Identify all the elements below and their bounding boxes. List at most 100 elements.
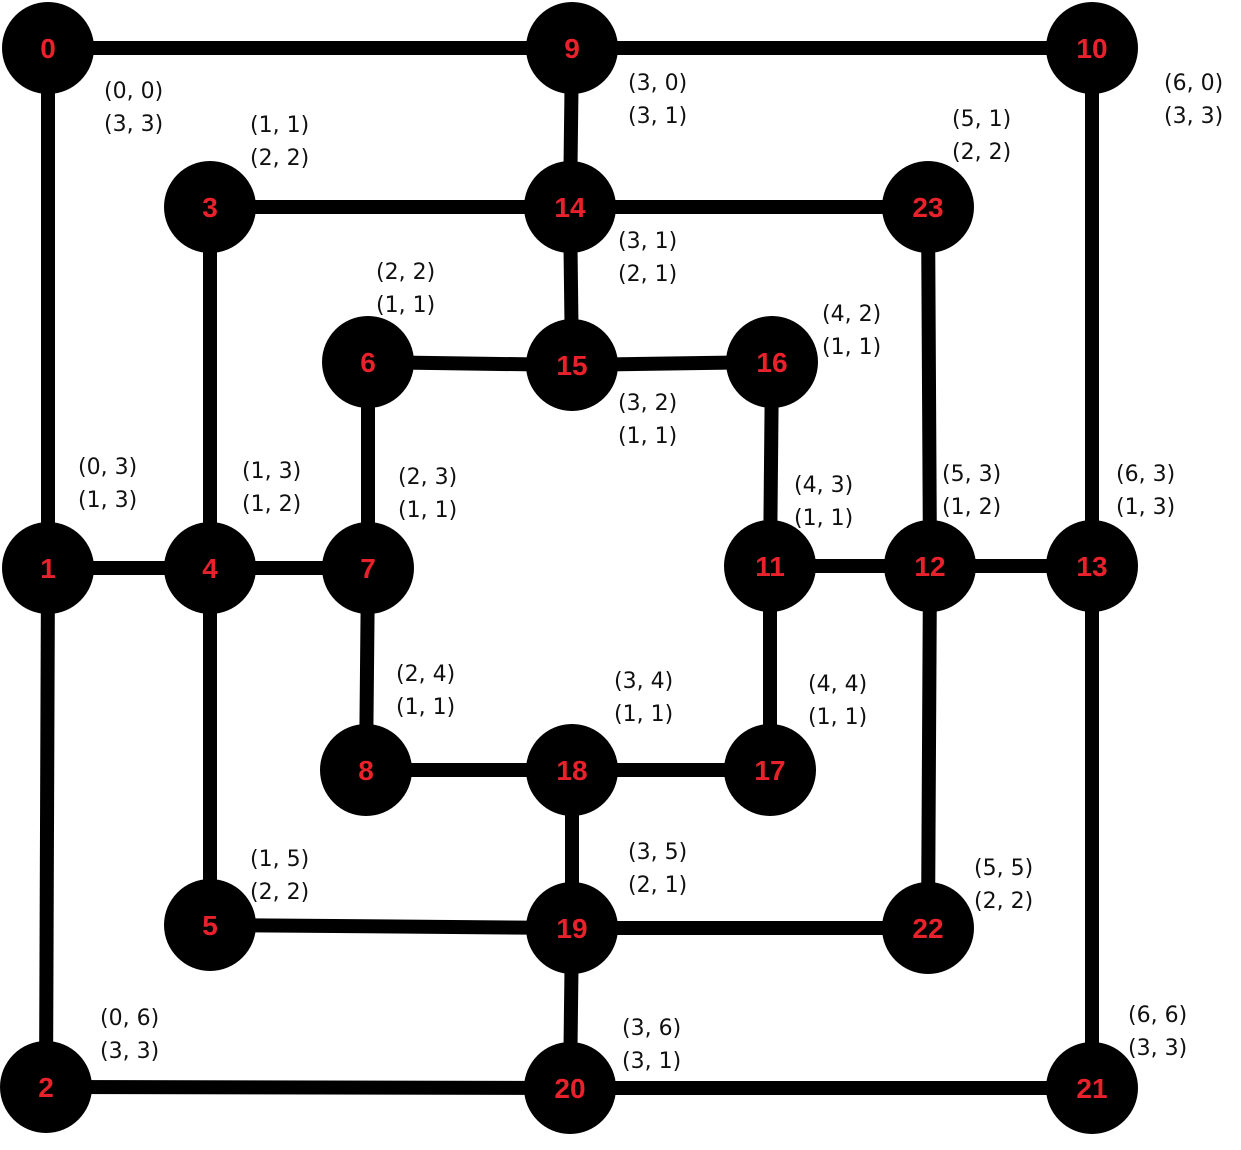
grid-coordinate: (0, 0) <box>104 79 163 104</box>
node-1: 1 <box>2 522 94 614</box>
grid-coordinate: (2, 2) <box>376 260 435 285</box>
node-id-label: 19 <box>556 913 587 944</box>
coord-label-node-7: (2, 3) (1, 1) <box>398 465 457 523</box>
grid-coordinate: (6, 6) <box>1128 1003 1187 1028</box>
span-size: (1, 2) <box>942 495 1001 520</box>
node-circle <box>1046 520 1138 612</box>
edge-2-20 <box>45 1080 571 1095</box>
node-circle <box>526 882 618 974</box>
node-12: 12 <box>884 520 976 612</box>
grid-coordinate: (0, 6) <box>100 1006 159 1031</box>
node-13: 13 <box>1046 520 1138 612</box>
coord-label-node-5: (1, 5) (2, 2) <box>250 847 309 905</box>
node-circle <box>524 161 616 253</box>
grid-coordinate: (4, 2) <box>822 302 881 327</box>
node-circle <box>0 1041 92 1133</box>
node-11: 11 <box>724 520 816 612</box>
node-22: 22 <box>882 882 974 974</box>
node-circle <box>2 522 94 614</box>
node-id-label: 3 <box>202 192 218 223</box>
coord-label-node-22: (5, 5) (2, 2) <box>974 856 1033 914</box>
grid-coordinate: (3, 1) <box>618 229 677 254</box>
node-id-label: 1 <box>40 553 56 584</box>
coord-label-node-11: (4, 3) (1, 1) <box>794 473 853 531</box>
node-id-label: 5 <box>202 910 218 941</box>
coord-label-node-17: (4, 4) (1, 1) <box>808 672 867 730</box>
node-21: 21 <box>1046 1042 1138 1134</box>
node-circle <box>882 161 974 253</box>
coord-label-node-16: (4, 2) (1, 1) <box>822 302 881 360</box>
node-circle <box>524 1042 616 1134</box>
node-circle <box>724 520 816 612</box>
node-2: 2 <box>0 1041 92 1133</box>
coord-label-node-2: (0, 6) (3, 3) <box>100 1006 159 1064</box>
edge-5-19 <box>209 918 573 935</box>
node-id-label: 11 <box>755 551 785 582</box>
node-circle <box>164 161 256 253</box>
node-circle <box>526 319 618 411</box>
span-size: (3, 3) <box>1128 1036 1187 1061</box>
span-size: (1, 1) <box>614 702 673 727</box>
grid-coordinate: (3, 0) <box>628 71 687 96</box>
grid-coordinate: (2, 4) <box>396 662 455 687</box>
node-id-label: 21 <box>1076 1073 1107 1104</box>
node-id-label: 10 <box>1076 33 1107 64</box>
coord-label-node-18: (3, 4) (1, 1) <box>614 669 673 727</box>
node-id-label: 13 <box>1076 551 1107 582</box>
span-size: (2, 1) <box>618 262 677 287</box>
node-circle <box>320 724 412 816</box>
grid-coordinate: (2, 3) <box>398 465 457 490</box>
node-8: 8 <box>320 724 412 816</box>
edge-23-12 <box>921 206 937 567</box>
node-circle <box>322 316 414 408</box>
node-id-label: 17 <box>754 755 785 786</box>
edge-12-22 <box>921 565 937 929</box>
node-id-label: 4 <box>202 553 218 584</box>
span-size: (2, 2) <box>952 140 1011 165</box>
node-id-label: 6 <box>360 347 376 378</box>
node-20: 20 <box>524 1042 616 1134</box>
coord-label-node-14: (3, 1) (2, 1) <box>618 229 677 287</box>
node-7: 7 <box>322 522 414 614</box>
node-id-label: 15 <box>556 350 587 381</box>
edge-1-2 <box>39 567 55 1088</box>
grid-coordinate: (3, 4) <box>614 669 673 694</box>
node-circle <box>884 520 976 612</box>
span-size: (1, 2) <box>242 492 301 517</box>
grid-coordinate: (1, 5) <box>250 847 309 872</box>
node-14: 14 <box>524 161 616 253</box>
node-id-label: 20 <box>554 1073 585 1104</box>
span-size: (2, 1) <box>628 873 687 898</box>
coord-label-node-10: (6, 0) (3, 3) <box>1164 71 1223 129</box>
coord-label-node-9: (3, 0) (3, 1) <box>628 71 687 129</box>
grid-coordinate: (3, 2) <box>618 391 677 416</box>
node-id-label: 14 <box>554 192 586 223</box>
grid-coordinate: (0, 3) <box>78 455 137 480</box>
node-circle <box>1046 1042 1138 1134</box>
coordinate-labels: (0, 0) (3, 3) (0, 3) (1, 3) (0, 6) (3, 3) (1, … <box>78 71 1223 1074</box>
coord-label-node-8: (2, 4) (1, 1) <box>396 662 455 720</box>
coord-label-node-1: (0, 3) (1, 3) <box>78 455 137 513</box>
node-id-label: 2 <box>38 1072 54 1103</box>
node-id-label: 7 <box>360 553 376 584</box>
node-16: 16 <box>726 316 818 408</box>
coord-label-node-21: (6, 6) (3, 3) <box>1128 1003 1187 1061</box>
node-circle <box>1046 2 1138 94</box>
grid-coordinate: (6, 3) <box>1116 462 1175 487</box>
span-size: (1, 1) <box>822 335 881 360</box>
node-id-label: 9 <box>564 33 580 64</box>
span-size: (3, 3) <box>1164 104 1223 129</box>
node-circle <box>526 2 618 94</box>
grid-coordinate: (4, 3) <box>794 473 853 498</box>
coord-label-node-3: (1, 1) (2, 2) <box>250 113 309 171</box>
node-circle <box>526 724 618 816</box>
span-size: (1, 1) <box>794 506 853 531</box>
span-size: (1, 3) <box>1116 495 1175 520</box>
node-id-label: 22 <box>912 913 943 944</box>
span-size: (2, 2) <box>250 146 309 171</box>
coord-label-node-0: (0, 0) (3, 3) <box>104 79 163 137</box>
span-size: (3, 1) <box>628 104 687 129</box>
grid-coordinate: (1, 3) <box>242 459 301 484</box>
node-4: 4 <box>164 522 256 614</box>
